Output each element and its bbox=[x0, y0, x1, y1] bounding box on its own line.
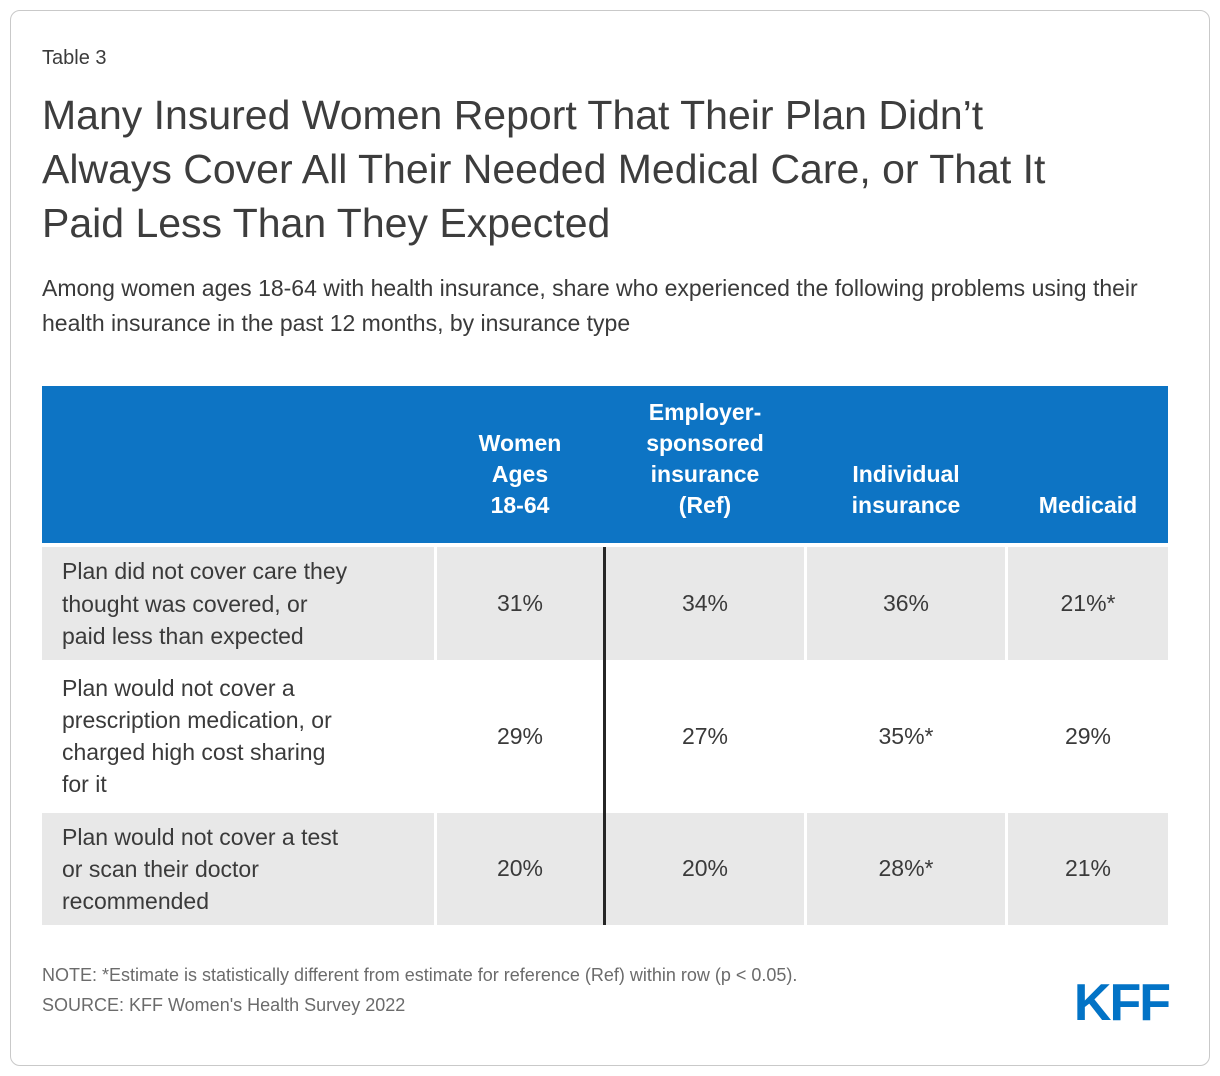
value-cell: 29% bbox=[437, 663, 603, 809]
table-number-label: Table 3 bbox=[42, 47, 107, 69]
source-text: SOURCE: KFF Women's Health Survey 2022 bbox=[42, 994, 406, 1015]
kff-logo: KFF bbox=[1073, 974, 1171, 1032]
note-text: NOTE: *Estimate is statistically differe… bbox=[42, 965, 798, 986]
data-table: Women Ages 18-64 Employer- sponsored ins… bbox=[42, 386, 1168, 926]
value-cell: 35%* bbox=[807, 663, 1005, 809]
value-cell: 21% bbox=[1008, 812, 1168, 926]
value-cell: 27% bbox=[606, 663, 804, 809]
header-cell-individual: Individual insurance bbox=[851, 461, 961, 519]
value-cell: 34% bbox=[606, 547, 804, 660]
value-cell: 20% bbox=[437, 812, 603, 926]
header-cell-empty bbox=[42, 521, 434, 543]
value-cell: 31% bbox=[437, 547, 603, 660]
row-label-test-or-scan: Plan would not cover a test or scan thei… bbox=[42, 812, 434, 926]
row-label-prescription-medication: Plan would not cover a prescription medi… bbox=[42, 663, 434, 809]
page-subtitle: Among women ages 18-64 with health insur… bbox=[42, 275, 1138, 336]
table-header-row: Women Ages 18-64 Employer- sponsored ins… bbox=[42, 386, 1168, 544]
value-cell: 36% bbox=[807, 547, 1005, 660]
reference-column-divider-line bbox=[603, 547, 606, 926]
header-cell-medicaid: Medicaid bbox=[1038, 492, 1138, 519]
page-title: Many Insured Women Report That Their Pla… bbox=[42, 92, 1046, 247]
header-cell-employer-sponsored: Employer- sponsored insurance (Ref) bbox=[646, 399, 764, 519]
value-cell: 28%* bbox=[807, 812, 1005, 926]
footnotes: NOTE: *Estimate is statistically differe… bbox=[42, 961, 1002, 1020]
figure-card: Table 3 Many Insured Women Report That T… bbox=[10, 10, 1210, 1066]
value-cell: 20% bbox=[606, 812, 804, 926]
header-cell-women-18-64: Women Ages 18-64 bbox=[478, 430, 562, 519]
row-label-plan-did-not-cover-care: Plan did not cover care they thought was… bbox=[42, 547, 434, 660]
value-cell: 29% bbox=[1008, 663, 1168, 809]
value-cell: 21%* bbox=[1008, 547, 1168, 660]
